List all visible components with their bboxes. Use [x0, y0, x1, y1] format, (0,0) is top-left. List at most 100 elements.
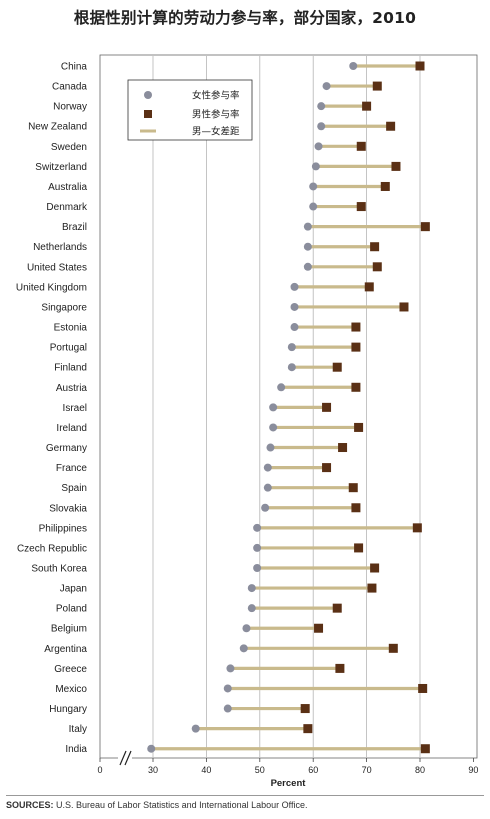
category-label: South Korea	[31, 564, 87, 575]
male-point	[322, 402, 332, 412]
category-label: Brazil	[62, 222, 87, 233]
female-point	[287, 343, 296, 352]
female-point	[269, 423, 278, 432]
female-point	[223, 704, 232, 713]
x-tick-label: 30	[148, 765, 158, 775]
male-point	[351, 503, 361, 513]
category-label: Canada	[52, 82, 87, 93]
male-point	[356, 141, 366, 151]
legend: 女性参与率 男性参与率 男—女差距	[127, 79, 253, 141]
male-point	[370, 242, 380, 252]
category-label: Czech Republic	[17, 543, 87, 554]
male-point	[420, 222, 430, 232]
x-axis-label: Percent	[271, 778, 307, 789]
female-point	[290, 323, 299, 332]
category-label: Japan	[60, 584, 87, 595]
category-label: India	[65, 744, 87, 755]
category-label: Singapore	[41, 302, 87, 313]
female-point	[253, 543, 262, 552]
category-label: Israel	[63, 403, 87, 414]
female-point	[303, 222, 312, 231]
female-point	[314, 142, 323, 151]
female-point	[269, 403, 278, 412]
x-tick-label: 50	[255, 765, 265, 775]
plot-area-border	[99, 54, 478, 759]
category-label: France	[56, 463, 88, 474]
category-label: Italy	[69, 724, 87, 735]
category-label: United States	[27, 262, 87, 273]
chart-title: 根据性别计算的劳动力参与率，部分国家，2010	[73, 9, 417, 27]
female-point	[253, 564, 262, 572]
female-point	[261, 503, 270, 512]
male-point	[388, 643, 398, 653]
male-point	[356, 202, 366, 212]
male-point	[303, 724, 313, 734]
category-label: China	[61, 62, 88, 73]
female-point	[349, 62, 358, 70]
legend-male-marker	[144, 110, 152, 118]
category-label: Norway	[53, 102, 87, 113]
axis-break-icon	[118, 750, 132, 766]
x-tick-label: 0	[97, 765, 102, 775]
female-point	[253, 523, 262, 532]
male-point	[364, 282, 374, 292]
male-point	[412, 523, 422, 533]
female-point	[322, 82, 331, 91]
male-point	[418, 683, 428, 693]
sources-divider	[6, 795, 484, 796]
category-label: Austria	[56, 383, 88, 394]
category-label: Philippines	[39, 523, 87, 534]
category-label: Ireland	[56, 423, 87, 434]
female-markers	[147, 62, 358, 753]
male-point	[391, 161, 401, 171]
male-markers	[300, 61, 430, 754]
female-point	[147, 744, 156, 753]
male-point	[372, 262, 382, 272]
female-point	[309, 202, 318, 211]
male-point	[415, 61, 425, 71]
male-point	[354, 422, 364, 432]
female-point	[223, 684, 232, 693]
female-point	[242, 624, 251, 633]
female-point	[266, 443, 275, 452]
female-point	[303, 262, 312, 271]
male-point	[354, 543, 364, 553]
gap-bars	[151, 64, 426, 751]
category-label: Germany	[46, 443, 87, 454]
category-label: United Kingdom	[16, 282, 87, 293]
female-point	[309, 182, 318, 191]
category-labels: China Canada Norway New Zealand Sweden Switze…	[16, 62, 88, 756]
category-label: Poland	[56, 604, 87, 615]
x-tick-label: 90	[468, 765, 478, 775]
category-label: Finland	[54, 363, 87, 374]
category-label: Belgium	[51, 624, 87, 635]
x-tick-label: 70	[362, 765, 372, 775]
x-tick-label: 60	[308, 765, 318, 775]
x-tick-label: 40	[201, 765, 211, 775]
category-label: Netherlands	[33, 242, 87, 253]
female-point	[263, 483, 272, 492]
category-label: Greece	[54, 664, 87, 675]
male-point	[351, 342, 361, 352]
sources-text: U.S. Bureau of Labor Statistics and Inte…	[53, 800, 308, 810]
female-point	[311, 162, 320, 171]
female-point	[277, 383, 286, 392]
category-label: New Zealand	[28, 122, 87, 133]
female-point	[287, 363, 296, 372]
male-point	[362, 101, 372, 111]
legend-female-label: 女性参与率	[192, 90, 240, 102]
legend-female-marker	[144, 91, 152, 99]
female-point	[290, 302, 299, 311]
female-point	[247, 584, 256, 593]
female-point	[263, 463, 272, 472]
male-point	[370, 563, 380, 573]
male-point	[367, 583, 377, 593]
category-label: Slovakia	[49, 503, 87, 514]
category-label: Sweden	[51, 142, 87, 153]
category-label: Argentina	[44, 644, 87, 655]
category-label: Portugal	[50, 343, 87, 354]
female-point	[191, 724, 200, 733]
female-point	[317, 122, 326, 131]
category-label: Mexico	[55, 684, 87, 695]
